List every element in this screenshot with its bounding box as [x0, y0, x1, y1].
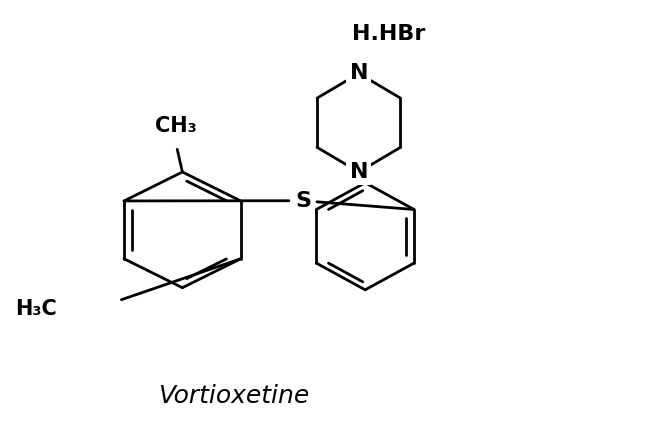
Text: H₃C: H₃C: [16, 299, 58, 319]
Text: N: N: [349, 63, 368, 83]
Text: H.HBr: H.HBr: [353, 23, 426, 44]
Text: S: S: [295, 191, 311, 211]
Text: CH₃: CH₃: [155, 115, 197, 135]
Text: N: N: [349, 162, 368, 182]
Text: Vortioxetine: Vortioxetine: [158, 384, 309, 408]
